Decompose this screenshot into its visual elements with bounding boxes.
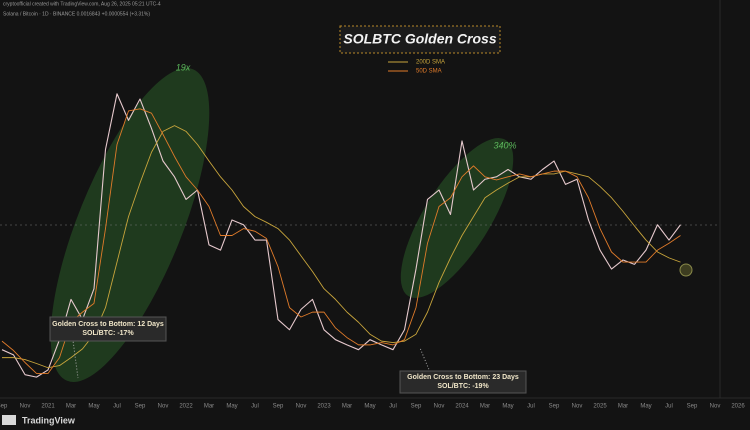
x-tick-label: Sep [411,404,422,410]
x-tick-label: Jul [113,404,121,410]
pointer [419,347,431,373]
x-tick-label: 2025 [593,404,607,410]
sma-line [1,108,681,374]
legend-label: 50D SMA [416,69,442,75]
annotations: 19x 340% Golden Cross to Bottom: 12 Days SO… [49,62,693,394]
annotation-label: 19x [176,62,191,72]
x-tick-label: Mar [66,404,76,410]
legend: 200D SMA 50D SMA [388,60,445,75]
highlight-2024 [400,138,514,298]
plot [1,93,681,378]
x-tick-label: May [502,404,513,410]
x-tick-label: 2023 [317,404,331,410]
annotation-label: 340% [493,140,516,150]
x-tick-label: Nov [710,404,721,410]
chart-title: SOLBTC Golden Cross [343,31,496,47]
x-tick-label: May [364,404,375,410]
pointer [69,317,79,379]
note-box [399,370,527,394]
x-tick-label: Sep [273,404,284,410]
x-tick-label: May [226,404,237,410]
x-tick-label: Nov [434,404,445,410]
x-tick-label: Nov [296,404,307,410]
brand-logo [2,415,16,425]
x-tick-label: 2024 [455,404,469,410]
x-tick-label: Sep [135,404,146,410]
x-tick-label: Nov [158,404,169,410]
title-box [339,25,501,54]
x-tick-label: Jul [389,404,397,410]
x-tick-label: Nov [20,404,31,410]
x-tick-label: Sep [549,404,560,410]
x-tick-label: Nov [572,404,583,410]
x-tick-label: Jul [251,404,259,410]
annotation-text: SOL/BTC: -17% [82,330,134,337]
x-tick-label: May [640,404,651,410]
annotation-text: SOL/BTC: -19% [437,383,489,390]
note-box [49,316,167,342]
x-tick-label: Mar [342,404,352,410]
annotation-text: Golden Cross to Bottom: 23 Days [407,374,519,381]
x-tick-label: Mar [480,404,490,410]
header-credit: cryptoofficial created with TradingView.… [3,1,161,7]
x-tick-label: Mar [204,404,214,410]
end-marker [679,263,693,277]
legend-label: 200D SMA [416,60,445,66]
x-tick-label: Sep [0,404,8,410]
annotation-text: Golden Cross to Bottom: 12 Days [52,321,164,328]
x-tick-label: Jul [527,404,535,410]
x-tick-label: Jul [665,404,673,410]
footer-brand: TradingView [22,415,76,425]
x-tick-label: 2026 [731,404,745,410]
price-line [1,93,681,378]
header-symbol: Solana / Bitcoin · 1D · BINANCE 0.001684… [3,11,150,17]
x-tick-label: Sep [687,404,698,410]
x-tick-label: 2022 [179,404,193,410]
x-tick-label: Mar [618,404,628,410]
x-tick-label: May [88,404,99,410]
x-tick-label: 2021 [41,404,55,410]
